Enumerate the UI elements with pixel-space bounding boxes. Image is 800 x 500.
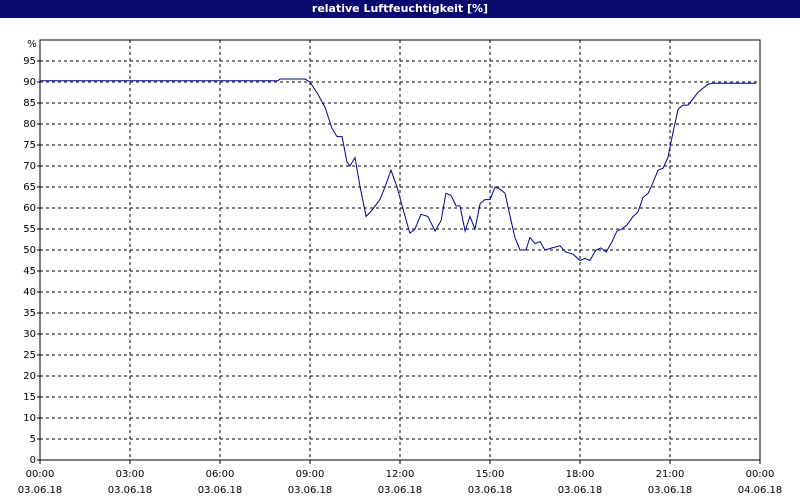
- y-tick-label: 45: [23, 266, 36, 277]
- x-tick-date: 03.06.18: [378, 485, 423, 496]
- y-tick-label: 40: [23, 287, 36, 298]
- y-tick-label: 20: [23, 371, 36, 382]
- data-line: [40, 78, 757, 262]
- x-tick-date: 04.06.18: [738, 485, 783, 496]
- y-tick-label: 0: [30, 455, 36, 466]
- y-tick-label: 90: [23, 77, 36, 88]
- x-tick-label: 06:00: [206, 469, 235, 480]
- x-tick-date: 03.06.18: [108, 485, 153, 496]
- x-tick-date: 03.06.18: [468, 485, 513, 496]
- x-tick-date: 03.06.18: [648, 485, 693, 496]
- y-tick-label: 15: [23, 392, 36, 403]
- x-tick-date: 03.06.18: [288, 485, 333, 496]
- y-tick-label: 70: [23, 161, 36, 172]
- x-tick-label: 00:00: [746, 469, 775, 480]
- x-tick-date: 03.06.18: [18, 485, 63, 496]
- x-tick-label: 12:00: [386, 469, 415, 480]
- chart-title: relative Luftfeuchtigkeit [%]: [312, 2, 488, 15]
- x-tick-label: 00:00: [26, 469, 55, 480]
- x-tick-date: 03.06.18: [198, 485, 243, 496]
- title-bar: [0, 0, 800, 18]
- x-tick-label: 03:00: [116, 469, 145, 480]
- y-tick-label: 10: [23, 413, 36, 424]
- y-tick-label: 60: [23, 203, 36, 214]
- y-tick-label: 95: [23, 56, 36, 67]
- y-tick-label: 5: [30, 434, 36, 445]
- x-tick-label: 09:00: [296, 469, 325, 480]
- y-tick-label: 75: [23, 140, 36, 151]
- y-tick-label: 35: [23, 308, 36, 319]
- x-tick-label: 15:00: [476, 469, 505, 480]
- x-tick-label: 21:00: [656, 469, 685, 480]
- y-tick-label: 30: [23, 329, 36, 340]
- y-tick-label: 85: [23, 98, 36, 109]
- y-tick-label: 50: [23, 245, 36, 256]
- x-tick-label: 18:00: [566, 469, 595, 480]
- y-unit: %: [27, 39, 37, 50]
- y-tick-label: 80: [23, 119, 36, 130]
- y-tick-label: 25: [23, 350, 36, 361]
- y-tick-label: 65: [23, 182, 36, 193]
- x-tick-date: 03.06.18: [558, 485, 603, 496]
- y-tick-label: 55: [23, 224, 36, 235]
